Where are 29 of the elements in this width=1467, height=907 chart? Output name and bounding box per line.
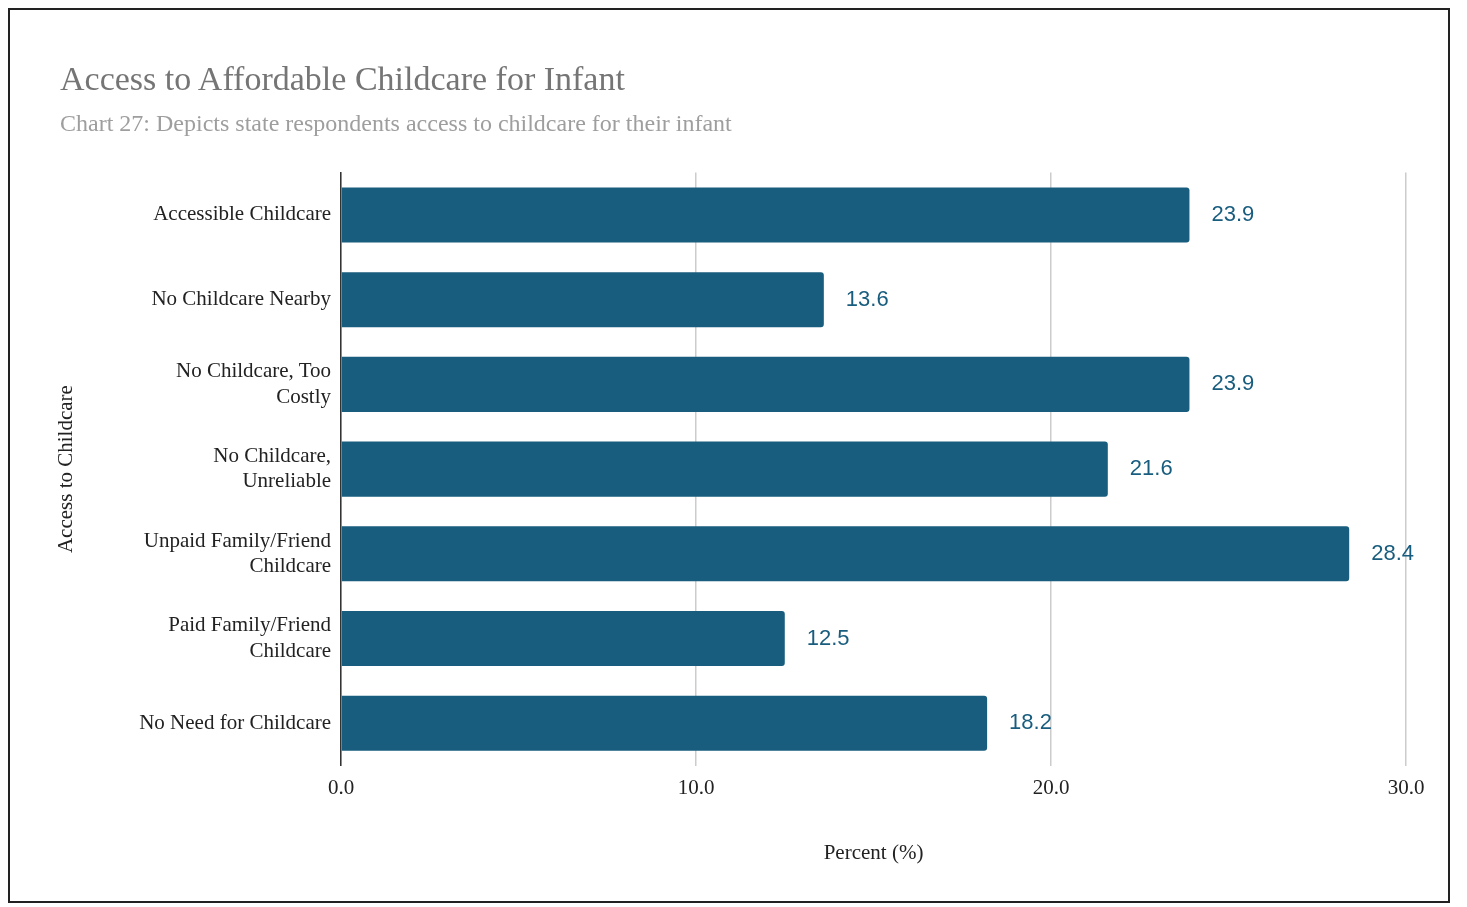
x-tick-label: 0.0 xyxy=(327,774,355,799)
x-tick-label: 20.0 xyxy=(1032,774,1070,799)
x-tick-label: 30.0 xyxy=(1387,774,1425,799)
bar xyxy=(341,187,1190,243)
data-label: 23.9 xyxy=(1211,370,1255,396)
data-label: 28.4 xyxy=(1371,539,1415,565)
chart-subtitle: Chart 27: Depicts state respondents access to childcare for their infant xyxy=(60,110,732,137)
x-tick-label: 10.0 xyxy=(677,774,715,799)
data-label: 21.6 xyxy=(1129,455,1173,481)
y-axis-title: Access to Childcare xyxy=(53,385,78,554)
bar xyxy=(341,356,1190,412)
data-label: 13.6 xyxy=(845,285,889,311)
bar xyxy=(341,272,824,328)
chart-title: Access to Affordable Childcare for Infant xyxy=(60,60,625,98)
bar xyxy=(341,441,1108,497)
bar xyxy=(341,695,988,751)
data-label: 23.9 xyxy=(1211,201,1255,227)
y-tick-label: No Need for Childcare xyxy=(139,709,332,734)
bar xyxy=(341,526,1350,582)
y-tick-label: Accessible Childcare xyxy=(153,201,332,226)
y-tick-label: Unpaid Family/Friend Childcare xyxy=(143,527,332,577)
x-axis-title: Percent (%) xyxy=(823,839,924,864)
y-tick-label: No Childcare Nearby xyxy=(151,286,332,311)
bar xyxy=(341,611,785,667)
data-label: 18.2 xyxy=(1009,709,1052,735)
data-label: 12.5 xyxy=(806,624,850,650)
y-tick-label: No Childcare, Unreliable xyxy=(213,443,332,493)
y-tick-label: Paid Family/Friend Childcare xyxy=(168,612,332,662)
y-tick-label: No Childcare, Too Costly xyxy=(176,358,332,408)
